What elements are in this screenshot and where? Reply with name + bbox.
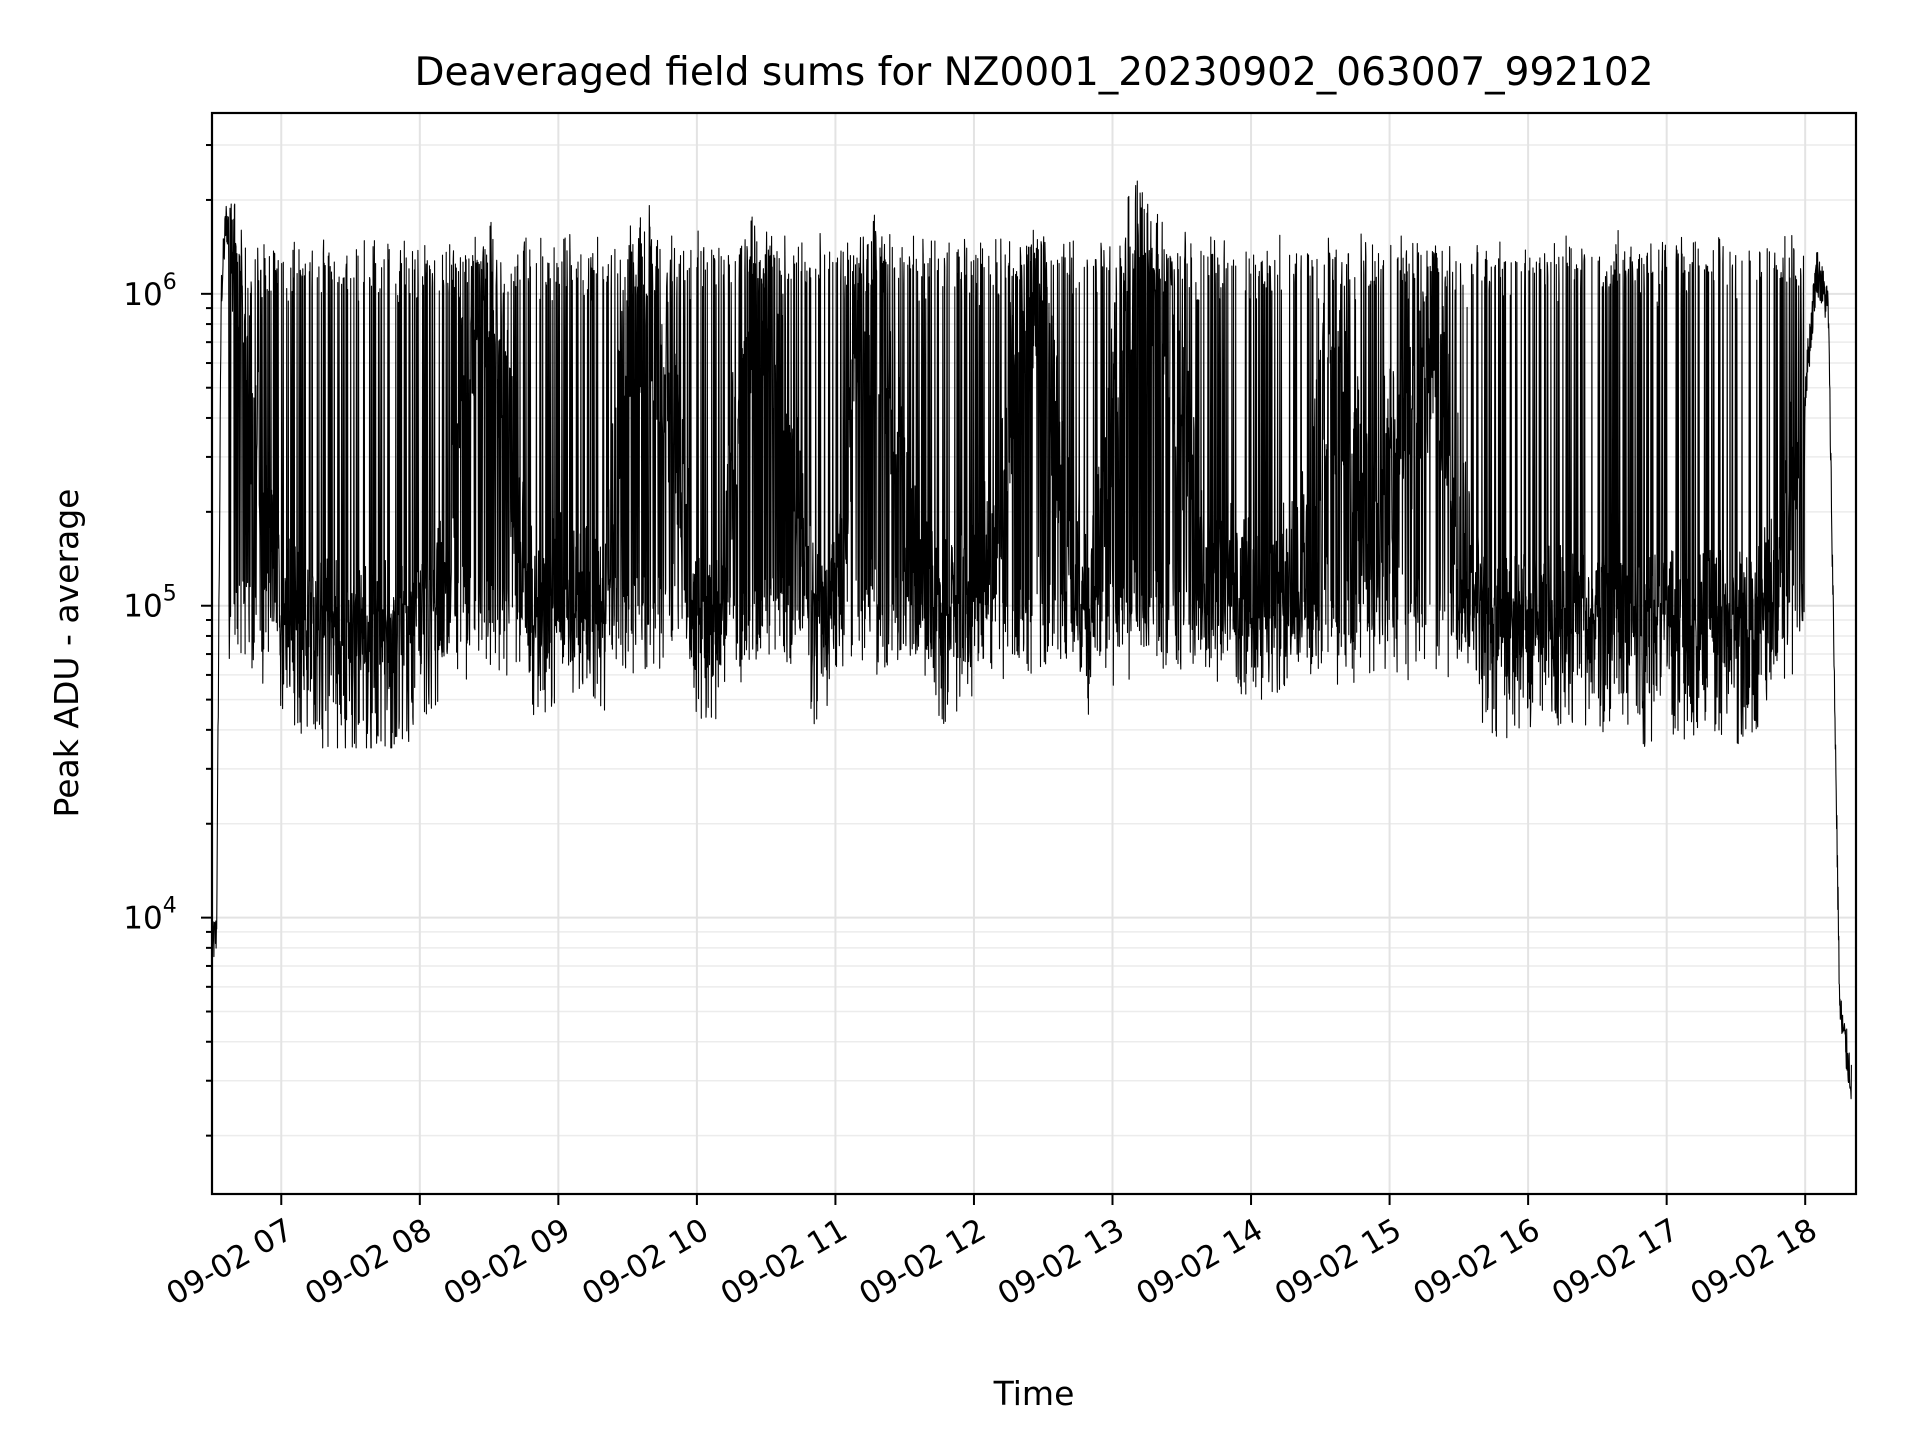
y-axis-label: Peak ADU - average <box>47 489 86 818</box>
x-tick-label: 09-02 12 <box>853 1212 992 1313</box>
y-tick-label: 104 <box>123 894 176 937</box>
x-tick-label: 09-02 17 <box>1546 1212 1685 1313</box>
x-tick-label: 09-02 11 <box>715 1212 854 1313</box>
x-tick-label: 09-02 16 <box>1407 1212 1546 1313</box>
x-axis-label: Time <box>993 1374 1075 1413</box>
data-trace <box>211 180 1852 1100</box>
x-tick-label: 09-02 09 <box>438 1212 577 1313</box>
x-tick-label: 09-02 18 <box>1684 1212 1823 1313</box>
x-tick-label: 09-02 10 <box>576 1212 715 1313</box>
series-line <box>211 180 1852 1100</box>
x-tick-label: 09-02 15 <box>1269 1212 1408 1313</box>
x-tick-label: 09-02 14 <box>1130 1212 1269 1313</box>
x-tick-label: 09-02 13 <box>992 1212 1131 1313</box>
y-tick-label: 105 <box>123 582 176 625</box>
x-tick-label: 09-02 07 <box>161 1212 300 1313</box>
chart-title: Deaveraged field sums for NZ0001_2023090… <box>414 50 1653 95</box>
y-tick-label: 106 <box>123 270 176 313</box>
x-tick-label: 09-02 08 <box>299 1212 438 1313</box>
